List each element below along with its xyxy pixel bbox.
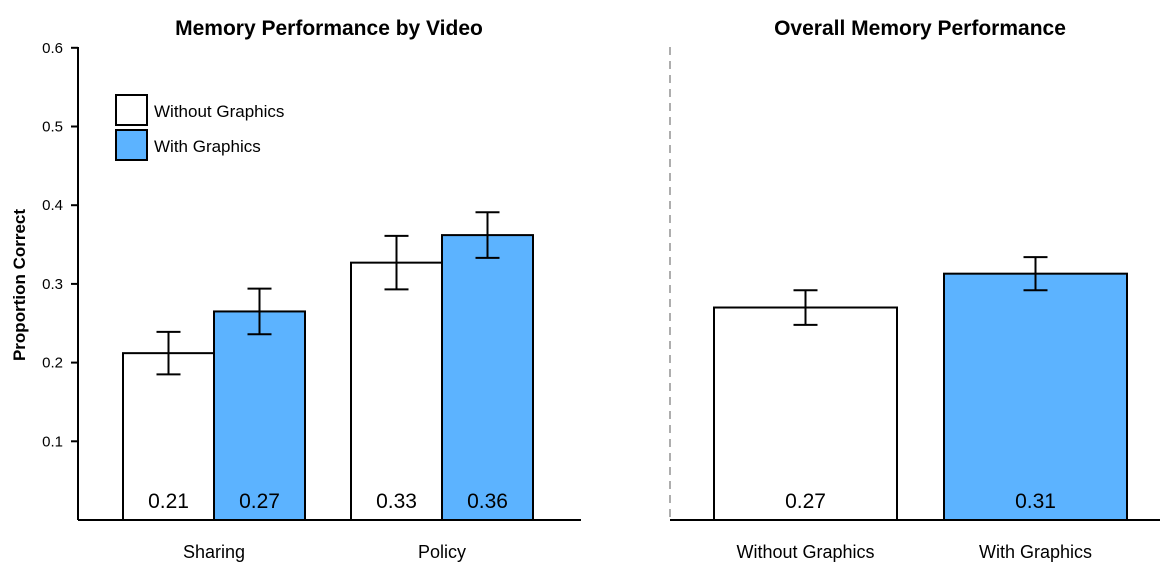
x-category-label: With Graphics — [979, 542, 1092, 562]
overall-with-graphics-value-label: 0.31 — [1015, 490, 1056, 513]
legend-label-without-graphics: Without Graphics — [154, 102, 284, 121]
x-category-label: Policy — [418, 542, 466, 562]
legend-label-with-graphics: With Graphics — [154, 137, 261, 156]
right-chart-title: Overall Memory Performance — [774, 17, 1066, 40]
sharing-without-graphics-value-label: 0.21 — [148, 490, 189, 513]
policy-without-graphics-bar — [350, 261, 443, 521]
y-tick-label: 0.2 — [42, 355, 63, 372]
legend-swatch-with-graphics — [115, 129, 148, 161]
x-category-label: Without Graphics — [736, 542, 874, 562]
y-axis-label: Proportion Correct — [10, 209, 29, 361]
y-tick-label: 0.5 — [42, 119, 63, 136]
sharing-with-graphics-bar — [213, 310, 306, 521]
y-tick-label: 0.6 — [42, 40, 63, 57]
y-tick-label: 0.4 — [42, 197, 63, 214]
overall-without-graphics-value-label: 0.27 — [785, 490, 826, 513]
policy-with-graphics-value-label: 0.36 — [467, 490, 508, 513]
x-category-label: Sharing — [183, 542, 245, 562]
policy-without-graphics-value-label: 0.33 — [376, 490, 417, 513]
policy-with-graphics-bar — [441, 234, 534, 522]
overall-with-graphics-bar — [943, 272, 1128, 521]
plot-layer: 0.1 0.2 0.3 0.4 0.5 0.6 0.21 0.27 Sharing 0.33 0.3… — [42, 40, 1160, 562]
legend-swatch-without-graphics — [115, 94, 148, 126]
sharing-with-graphics-value-label: 0.27 — [239, 490, 280, 513]
legend: Without Graphics With Graphics — [115, 94, 284, 161]
left-chart-title: Memory Performance by Video — [175, 17, 483, 40]
y-tick-label: 0.1 — [42, 433, 63, 450]
y-tick-label: 0.3 — [42, 276, 63, 293]
overall-without-graphics-bar — [713, 306, 898, 522]
